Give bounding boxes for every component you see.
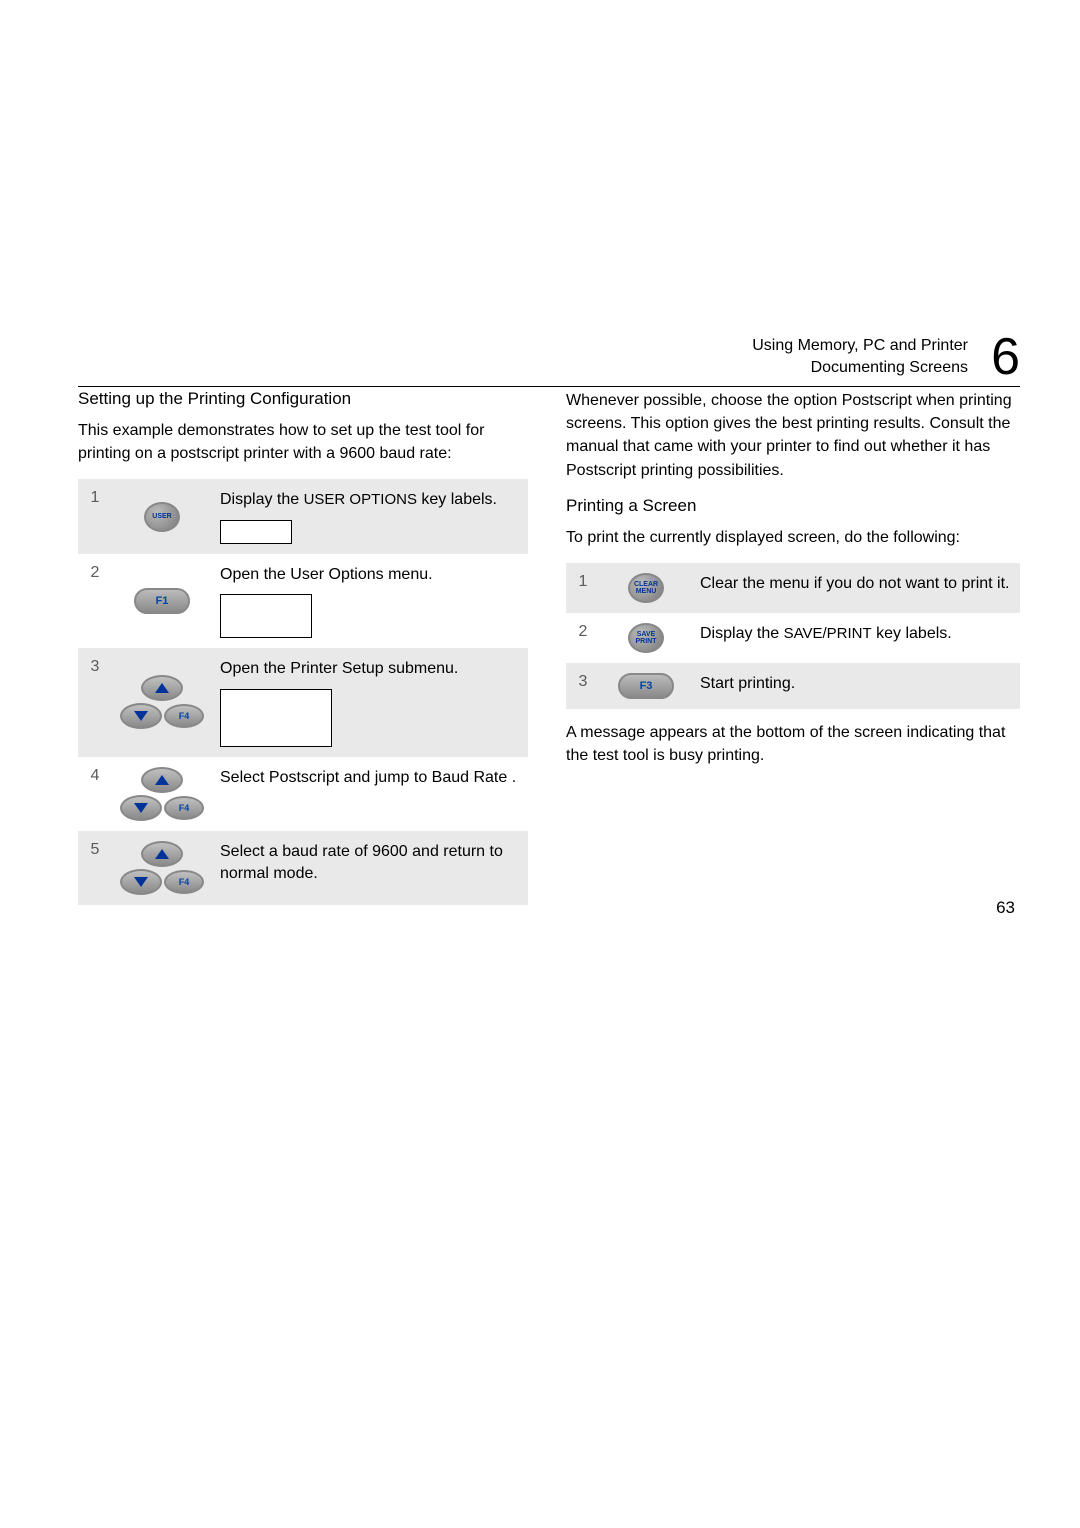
step-button-cell: USER (112, 479, 212, 553)
save-print-button-icon: SAVE PRINT (628, 623, 664, 653)
step-description: Open the User Options menu. (212, 554, 528, 648)
placeholder-icon (220, 594, 312, 638)
arrow-buttons-icon: F4 (120, 767, 204, 821)
right-section-title: Printing a Screen (566, 496, 1020, 516)
step-description: Open the Printer Setup submenu. (212, 648, 528, 756)
header-line-1: Using Memory, PC and Printer (78, 335, 968, 357)
header-line-2: Documenting Screens (78, 357, 968, 379)
table-row: 5 F4 Select a baud rate of 9600 and retu… (78, 831, 528, 905)
page: Using Memory, PC and Printer Documenting… (0, 0, 1080, 1528)
up-arrow-icon (141, 767, 183, 793)
left-intro: This example demonstrates how to set up … (78, 419, 528, 465)
page-number: 63 (996, 898, 1015, 918)
left-column: Setting up the Printing Configuration Th… (78, 389, 528, 905)
f4-button-icon: F4 (164, 704, 204, 728)
step-number: 1 (566, 563, 600, 613)
step-description: Display the USER OPTIONS key labels. (212, 479, 528, 553)
step-description: Start printing. (692, 663, 1020, 709)
left-steps-table: 1 USER Display the USER OPTIONS key labe… (78, 479, 528, 904)
small-caps-text: SAVE/PRINT (784, 625, 872, 642)
table-row: 4 F4 Select Postscript and jump to Baud … (78, 757, 528, 831)
step-text-post: key labels. (872, 625, 952, 642)
user-button-icon: USER (144, 502, 180, 532)
step-text: Open the User Options menu. (220, 566, 433, 583)
page-header: Using Memory, PC and Printer Documenting… (78, 335, 1020, 387)
step-number: 3 (78, 648, 112, 756)
right-steps-table: 1 CLEAR MENU Clear the menu if you do no… (566, 563, 1020, 709)
placeholder-icon (220, 689, 332, 747)
f3-button-icon: F3 (618, 673, 674, 699)
up-arrow-icon (141, 841, 183, 867)
step-description: Select Postscript and jump to Baud Rate … (212, 757, 528, 831)
step-button-cell: F4 (112, 757, 212, 831)
down-arrow-icon (120, 703, 162, 729)
step-number: 1 (78, 479, 112, 553)
table-row: 1 CLEAR MENU Clear the menu if you do no… (566, 563, 1020, 613)
content-columns: Setting up the Printing Configuration Th… (78, 335, 1020, 905)
small-caps-text: USER OPTIONS (304, 491, 417, 508)
step-number: 2 (566, 613, 600, 663)
f1-button-icon: F1 (134, 588, 190, 614)
arrow-buttons-icon: F4 (120, 675, 204, 729)
step-number: 2 (78, 554, 112, 648)
placeholder-icon (220, 520, 292, 544)
up-arrow-icon (141, 675, 183, 701)
f4-button-icon: F4 (164, 870, 204, 894)
step-text: Open the Printer Setup submenu. (220, 660, 458, 677)
step-button-cell: F3 (600, 663, 692, 709)
arrow-buttons-icon: F4 (120, 841, 204, 895)
step-description: Select a baud rate of 9600 and return to… (212, 831, 528, 905)
down-arrow-icon (120, 795, 162, 821)
table-row: 3 F3 Start printing. (566, 663, 1020, 709)
step-button-cell: F1 (112, 554, 212, 648)
step-description: Clear the menu if you do not want to pri… (692, 563, 1020, 613)
right-lead: To print the currently displayed screen,… (566, 526, 1020, 549)
step-text-pre: Display the (700, 625, 784, 642)
right-column: Whenever possible, choose the option Pos… (566, 389, 1020, 905)
step-button-cell: F4 (112, 831, 212, 905)
header-text: Using Memory, PC and Printer Documenting… (78, 335, 1020, 378)
right-intro: Whenever possible, choose the option Pos… (566, 389, 1020, 482)
table-row: 1 USER Display the USER OPTIONS key labe… (78, 479, 528, 553)
step-number: 5 (78, 831, 112, 905)
table-row: 3 F4 Open the Printer Setup submenu. (78, 648, 528, 756)
left-section-title: Setting up the Printing Configuration (78, 389, 528, 409)
table-row: 2 SAVE PRINT Display the SAVE/PRINT key … (566, 613, 1020, 663)
down-arrow-icon (120, 869, 162, 895)
chapter-number: 6 (991, 327, 1020, 387)
f4-button-icon: F4 (164, 796, 204, 820)
step-number: 4 (78, 757, 112, 831)
step-description: Display the SAVE/PRINT key labels. (692, 613, 1020, 663)
clear-menu-button-icon: CLEAR MENU (628, 573, 664, 603)
step-text-post: key labels. (417, 491, 497, 508)
step-number: 3 (566, 663, 600, 709)
step-text-pre: Display the (220, 491, 304, 508)
step-button-cell: F4 (112, 648, 212, 756)
table-row: 2 F1 Open the User Options menu. (78, 554, 528, 648)
step-button-cell: CLEAR MENU (600, 563, 692, 613)
right-after-text: A message appears at the bottom of the s… (566, 721, 1020, 767)
step-button-cell: SAVE PRINT (600, 613, 692, 663)
